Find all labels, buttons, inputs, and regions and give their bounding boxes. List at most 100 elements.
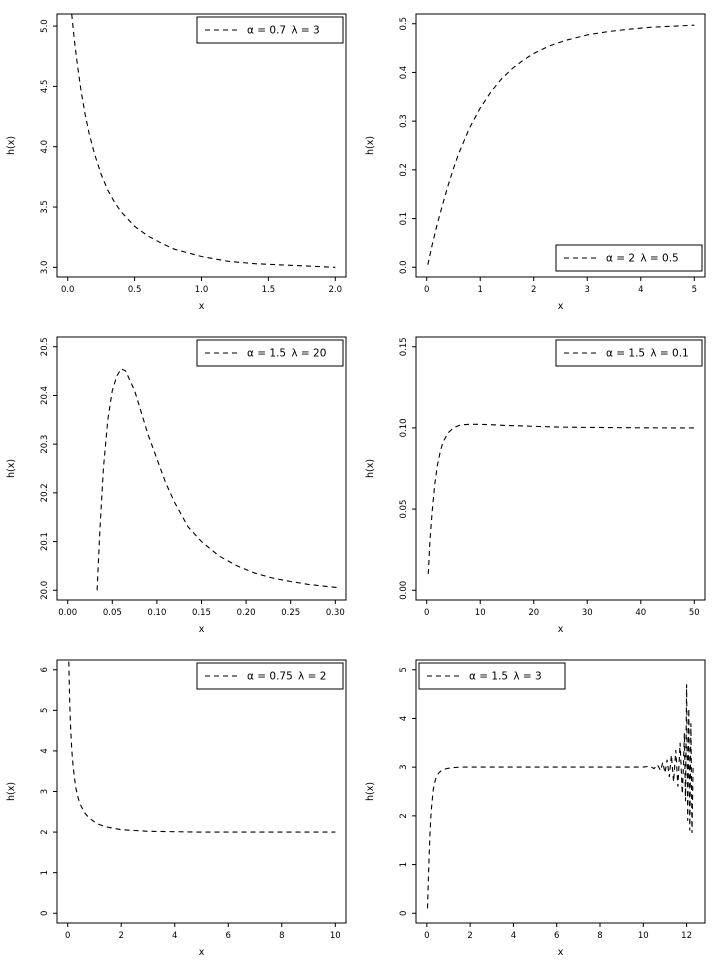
y-tick-label: 2 bbox=[399, 813, 409, 818]
legend-label: α = 2 λ = 0.5 bbox=[606, 253, 679, 265]
y-tick-label: 20.4 bbox=[40, 386, 50, 405]
x-tick-label: 40 bbox=[635, 608, 646, 618]
plot-svg: 0 2 4 6 8 10 0 1 2 3 4 5 6 x h(x) α = 0.75 λ = 2 bbox=[6, 659, 347, 958]
y-tick-label: 20.0 bbox=[40, 581, 50, 600]
x-tick-label: 1.5 bbox=[262, 285, 276, 295]
x-tick-label: 0 bbox=[424, 931, 429, 941]
legend: α = 1.5 λ = 3 bbox=[418, 662, 566, 690]
y-tick-label: 20.5 bbox=[40, 337, 50, 356]
x-tick-label: 0 bbox=[424, 285, 429, 295]
y-tick-label: 0.15 bbox=[399, 337, 409, 356]
x-tick-label: 0 bbox=[65, 931, 70, 941]
y-tick-label: 2 bbox=[40, 829, 50, 834]
y-tick-label: 0.10 bbox=[399, 418, 409, 437]
plot-svg: 0 1 2 3 4 5 0.0 0.1 0.2 0.3 0.4 0.5 x h(x) α = 2 λ = 0… bbox=[365, 13, 706, 312]
x-tick-label: 0.10 bbox=[148, 608, 167, 618]
x-tick-label: 4 bbox=[638, 285, 643, 295]
legend-box bbox=[196, 16, 344, 44]
y-tick-label: 5 bbox=[40, 708, 50, 713]
legend-box bbox=[196, 662, 344, 690]
x-tick-label: 0.15 bbox=[192, 608, 211, 618]
x-tick-label: 1.0 bbox=[195, 285, 209, 295]
plot-frame bbox=[415, 659, 706, 924]
legend-label: α = 1.5 λ = 20 bbox=[247, 348, 326, 360]
hazard-plot-5: 0 2 4 6 8 10 0 1 2 3 4 5 6 x h(x) α = 0.75 λ = 2 bbox=[0, 646, 359, 969]
x-tick-label: 4 bbox=[510, 931, 515, 941]
x-tick-label: 0.25 bbox=[281, 608, 300, 618]
x-tick-label: 0.00 bbox=[58, 608, 77, 618]
x-axis-label: x bbox=[199, 301, 205, 312]
hazard-curve bbox=[71, 14, 336, 268]
x-tick-label: 8 bbox=[597, 931, 602, 941]
y-tick-label: 20.3 bbox=[40, 435, 50, 454]
y-tick-label: 0.4 bbox=[399, 66, 409, 80]
x-tick-label: 2 bbox=[531, 285, 536, 295]
y-tick-label: 0.5 bbox=[399, 17, 409, 31]
x-tick-label: 2 bbox=[467, 931, 472, 941]
x-tick-label: 0.30 bbox=[326, 608, 345, 618]
x-tick-label: 0.5 bbox=[128, 285, 142, 295]
y-tick-label: 4.0 bbox=[40, 140, 50, 154]
y-tick-label: 0.2 bbox=[399, 163, 409, 177]
x-tick-label: 30 bbox=[582, 608, 593, 618]
y-tick-label: 5 bbox=[399, 667, 409, 672]
y-tick-label: 1 bbox=[399, 862, 409, 867]
x-axis-label: x bbox=[557, 301, 563, 312]
y-tick-label: 20.1 bbox=[40, 532, 50, 551]
plot-frame bbox=[56, 13, 347, 278]
x-tick-label: 5 bbox=[691, 285, 696, 295]
plot-frame bbox=[415, 336, 706, 601]
hazard-curve bbox=[427, 24, 695, 265]
plot-svg: 0.0 0.5 1.0 1.5 2.0 3.0 3.5 4.0 4.5 5.0 x h(x) α = 0… bbox=[6, 13, 347, 312]
x-axis-label: x bbox=[199, 624, 205, 635]
y-axis-label: h(x) bbox=[365, 136, 376, 155]
legend-label: α = 1.5 λ = 3 bbox=[469, 671, 542, 683]
x-tick-label: 10 bbox=[638, 931, 649, 941]
y-tick-label: 4 bbox=[399, 716, 409, 721]
x-tick-label: 4 bbox=[172, 931, 177, 941]
x-tick-label: 8 bbox=[279, 931, 284, 941]
y-axis-label: h(x) bbox=[365, 459, 376, 478]
legend-box bbox=[196, 339, 344, 367]
x-axis-label: x bbox=[199, 947, 205, 958]
x-tick-label: 6 bbox=[226, 931, 231, 941]
y-tick-label: 0.3 bbox=[399, 114, 409, 128]
plot-frame bbox=[56, 659, 347, 924]
hazard-plot-1: 0.0 0.5 1.0 1.5 2.0 3.0 3.5 4.0 4.5 5.0 x h(x) α = 0… bbox=[0, 0, 359, 323]
y-axis-label: h(x) bbox=[6, 782, 17, 801]
y-tick-label: 3.5 bbox=[40, 200, 50, 214]
y-tick-label: 0 bbox=[399, 911, 409, 916]
legend-box bbox=[555, 244, 703, 272]
y-tick-label: 0 bbox=[40, 911, 50, 916]
hazard-plot-3: 0.00 0.05 0.10 0.15 0.20 0.25 0.30 20.0 20.1 20.2… bbox=[0, 323, 359, 646]
hazard-plot-6: 0 2 4 6 8 10 12 0 1 2 3 4 5 x h(x) α = 1.5 λ = 3 bbox=[358, 646, 717, 969]
legend-label: α = 1.5 λ = 0.1 bbox=[606, 348, 689, 360]
plot-frame bbox=[415, 13, 706, 278]
hazard-curve bbox=[96, 367, 341, 591]
x-tick-label: 0.0 bbox=[61, 285, 75, 295]
x-tick-label: 6 bbox=[554, 931, 559, 941]
x-tick-label: 0.20 bbox=[237, 608, 256, 618]
plot-frame bbox=[56, 336, 347, 601]
x-tick-label: 0.05 bbox=[103, 608, 122, 618]
plot-svg: 0 10 20 30 40 50 0.00 0.05 0.10 0.15 x h(x) α = 1.5 … bbox=[365, 336, 706, 635]
legend-box bbox=[555, 339, 703, 367]
x-tick-label: 2.0 bbox=[329, 285, 343, 295]
hazard-plot-4: 0 10 20 30 40 50 0.00 0.05 0.10 0.15 x h(x) α = 1.5 … bbox=[358, 323, 717, 646]
y-tick-label: 4.5 bbox=[40, 80, 50, 94]
y-tick-label: 20.2 bbox=[40, 483, 50, 502]
y-tick-label: 4 bbox=[40, 748, 50, 753]
legend: α = 0.7 λ = 3 bbox=[196, 16, 344, 44]
legend-label: α = 0.7 λ = 3 bbox=[247, 25, 320, 37]
hazard-plot-2: 0 1 2 3 4 5 0.0 0.1 0.2 0.3 0.4 0.5 x h(x) α = 2 λ = 0… bbox=[358, 0, 717, 323]
x-axis-label: x bbox=[557, 947, 563, 958]
legend-box bbox=[418, 662, 566, 690]
y-tick-label: 1 bbox=[40, 870, 50, 875]
x-tick-label: 50 bbox=[689, 608, 700, 618]
hazard-curve bbox=[426, 684, 694, 909]
plot-svg: 0.00 0.05 0.10 0.15 0.20 0.25 0.30 20.0 20.1 20.2… bbox=[6, 336, 347, 635]
hazard-curve bbox=[68, 661, 336, 833]
legend: α = 0.75 λ = 2 bbox=[196, 662, 344, 690]
hazard-curve bbox=[427, 423, 695, 575]
